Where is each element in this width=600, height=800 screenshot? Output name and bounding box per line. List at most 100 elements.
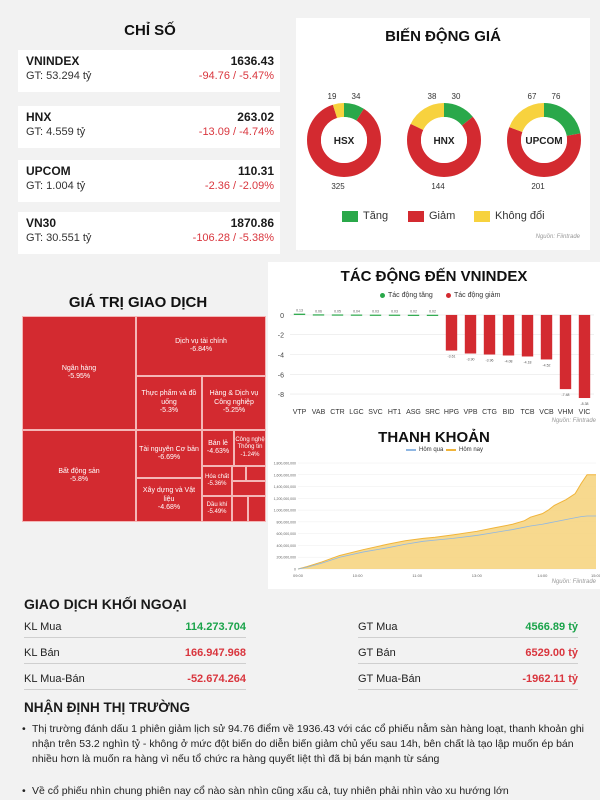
liquidity-today-area xyxy=(298,474,596,569)
foreign-row-kl-buy: KL Mua 114.273.704 xyxy=(24,618,246,638)
donut-down-value: 201 xyxy=(531,182,545,191)
foreign-row-kl-sell: KL Bán 166.947.968 xyxy=(24,644,246,664)
donut-hnx-down-slice xyxy=(407,103,481,177)
liquidity-source: Nguồn: Fiintrade xyxy=(551,579,596,585)
impact-legend-down-dot xyxy=(446,293,451,298)
row-divider xyxy=(358,663,578,664)
liquidity-legend-today-label: Hôm nay xyxy=(459,447,484,453)
donut-hsx-down-slice xyxy=(307,103,381,177)
cell-pct: -6.84% xyxy=(189,346,213,353)
cell-pct: -5.3% xyxy=(159,407,179,415)
treemap-cell-basic-resources[interactable]: Tài nguyên Cơ bản -6.69% xyxy=(136,430,202,478)
impact-legend-down: Tác động giảm xyxy=(446,292,500,299)
treemap-cell-small-2[interactable] xyxy=(246,466,266,481)
treemap-cell-retail[interactable]: Bán lẻ -4.63% xyxy=(202,430,234,466)
treemap-cell-oil-gas[interactable]: Dầu khí -5.49% xyxy=(202,496,232,522)
legend-up: Tăng xyxy=(342,210,388,222)
liquidity-x-tick: 10:00 xyxy=(353,573,364,578)
treemap-cell-small-4[interactable] xyxy=(232,496,248,522)
treemap-cell-small-3[interactable] xyxy=(232,481,266,496)
commentary-bullet-2: Về cổ phiếu nhìn chung phiên nay cổ nào … xyxy=(22,784,588,799)
liquidity-legend-yesterday: Hôm qua xyxy=(406,447,443,453)
impact-y-tick: -2 xyxy=(278,333,284,340)
impact-x-tick: VTP xyxy=(293,409,307,416)
impact-legend-down-label: Tác động giảm xyxy=(454,292,501,299)
impact-y-tick: 0 xyxy=(280,313,284,320)
row-value: -52.674.264 xyxy=(187,673,246,685)
donut-down-value: 325 xyxy=(331,182,345,191)
impact-value-label: 0.05 xyxy=(334,309,341,313)
liquidity-y-tick: 800,000,000 xyxy=(277,520,297,524)
impact-value-label: 0.13 xyxy=(296,309,303,313)
liquidity-x-tick: 11:00 xyxy=(412,573,422,578)
row-label: GT Mua-Bán xyxy=(358,673,421,685)
treemap-cell-real-estate[interactable]: Bất động sản -5.8% xyxy=(22,430,136,522)
index-volume: GT: 30.551 tỷ xyxy=(26,232,92,244)
donut-hsx-flat-slice xyxy=(307,103,381,177)
treemap-title: GIÁ TRỊ GIAO DỊCH xyxy=(68,294,208,311)
treemap-cell-financial-services[interactable]: Dịch vụ tài chính -6.84% xyxy=(136,316,266,376)
treemap-cell-construction-materials[interactable]: Xây dựng và Vật liệu -4.68% xyxy=(136,478,202,522)
impact-x-tick: HT1 xyxy=(388,409,401,416)
index-name: UPCOM xyxy=(26,164,71,178)
treemap-cell-small-5[interactable] xyxy=(248,496,266,522)
cell-name: Bất động sản xyxy=(58,467,100,475)
impact-x-tick: LGC xyxy=(349,409,363,416)
foreign-row-gt-sell: GT Bán 6529.00 tỷ xyxy=(358,644,578,664)
cell-name: Công nghệ Thông tin xyxy=(235,437,265,451)
index-change: -13.09 / -4.74% xyxy=(198,126,274,138)
donut-hnx-flat-slice xyxy=(407,103,481,177)
legend-up-label: Tăng xyxy=(363,210,389,222)
treemap-cell-information-technology[interactable]: Công nghệ Thông tin -1.24% xyxy=(234,430,266,466)
cell-name: Dịch vụ tài chính xyxy=(175,337,227,345)
row-label: KL Mua xyxy=(24,621,62,633)
cell-name: Hàng & Dịch vụ Công nghiệp xyxy=(209,390,259,406)
impact-bar-vtp xyxy=(293,313,306,315)
liquidity-x-tick: 13:00 xyxy=(472,573,483,578)
liquidity-y-tick: 200,000,000 xyxy=(277,556,297,560)
treemap-cell-food-beverage[interactable]: Thực phẩm và đồ uống -5.3% xyxy=(136,376,202,430)
impact-panel: TÁC ĐỘNG ĐẾN VNINDEX Tác động tăng Tác đ… xyxy=(268,262,600,427)
index-card-vnindex[interactable]: VNINDEX GT: 53.294 tỷ 1636.43 -94.76 / -… xyxy=(18,50,280,92)
index-value: 263.02 xyxy=(237,110,274,124)
donut-center-label: UPCOM xyxy=(525,136,562,147)
treemap-cell-banking[interactable]: Ngân hàng -5.95% xyxy=(22,316,136,430)
commentary-bullet-1: Thị trường đánh dấu 1 phiên giảm lịch sử… xyxy=(22,722,588,767)
impact-x-tick: VHM xyxy=(558,409,574,416)
impact-x-tick: ASG xyxy=(406,409,421,416)
price-change-title: BIẾN ĐỘNG GIÁ xyxy=(385,28,501,45)
index-card-upcom[interactable]: UPCOM GT: 1.004 tỷ 110.31 -2.36 / -2.09% xyxy=(18,160,280,202)
legend-flat-swatch xyxy=(474,210,490,222)
liquidity-title: THANH KHOẢN xyxy=(378,429,490,446)
donut-hole xyxy=(421,117,467,163)
row-value: -1962.11 tỷ xyxy=(522,673,578,685)
treemap-cell-industrial-services[interactable]: Hàng & Dịch vụ Công nghiệp -5.25% xyxy=(202,376,266,430)
treemap-cell-small-1[interactable] xyxy=(232,466,246,481)
donut-up-value: 34 xyxy=(352,92,361,101)
impact-value-label: 0.04 xyxy=(353,310,360,314)
index-card-vn30[interactable]: VN30 GT: 30.551 tỷ 1870.86 -106.28 / -5.… xyxy=(18,212,280,254)
donut-up-value: 30 xyxy=(452,92,461,101)
impact-value-label: 0.02 xyxy=(410,310,417,314)
impact-source: Nguồn: Fiintrade xyxy=(551,418,596,424)
impact-bar-ctg xyxy=(483,314,496,355)
impact-value-label: -3.96 xyxy=(486,359,494,363)
impact-x-tick: VCB xyxy=(539,409,554,416)
impact-x-tick: SRC xyxy=(425,409,440,416)
index-volume: GT: 4.559 tỷ xyxy=(26,126,86,138)
treemap-cell-chemicals[interactable]: Hóa chất -5.36% xyxy=(202,466,232,496)
row-label: GT Mua xyxy=(358,621,398,633)
impact-bar-vhm xyxy=(559,314,572,390)
donut-upcom-flat-slice xyxy=(507,103,581,177)
impact-bar-tcb xyxy=(521,314,534,357)
index-change: -106.28 / -5.38% xyxy=(192,232,274,244)
price-change-source: Nguồn: Fiintrade xyxy=(535,234,580,240)
impact-legend-up: Tác động tăng xyxy=(380,292,433,299)
liquidity-panel: THANH KHOẢN Hôm qua Hôm nay 0 200,000,000… xyxy=(268,427,600,589)
foreign-panel: GIAO DỊCH KHỐI NGOẠI xyxy=(10,590,590,694)
cell-name: Ngân hàng xyxy=(61,364,97,372)
impact-bar-vpb xyxy=(464,314,477,354)
index-card-hnx[interactable]: HNX GT: 4.559 tỷ 263.02 -13.09 / -4.74% xyxy=(18,106,280,148)
liquidity-y-tick: 1,400,000,000 xyxy=(274,485,296,489)
impact-bar-vcb xyxy=(540,314,553,360)
